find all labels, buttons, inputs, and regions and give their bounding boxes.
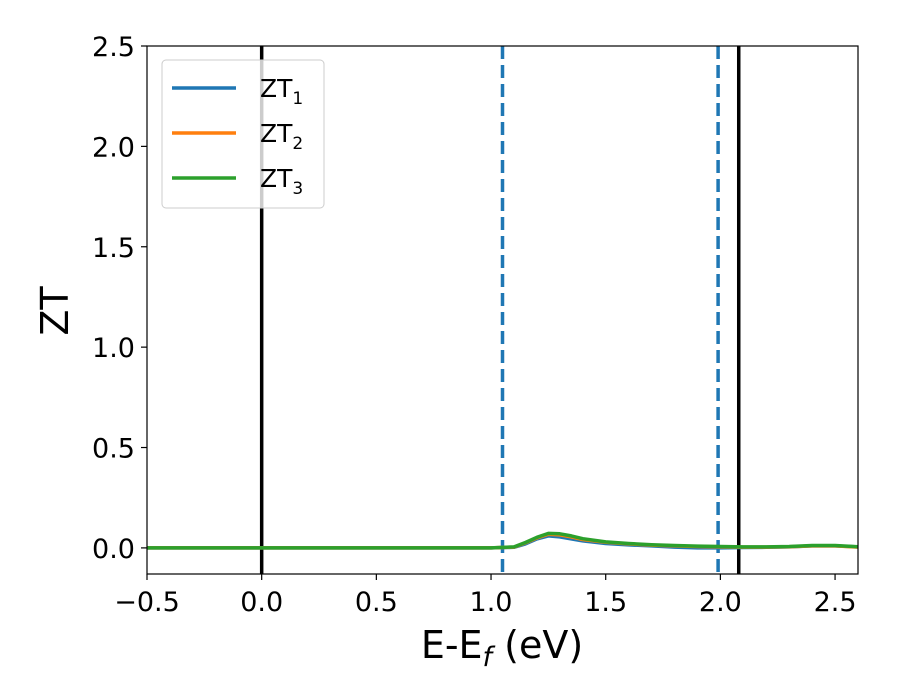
- x-axis-label: E-Ef (eV): [421, 623, 583, 673]
- y-axis: 0.0 0.5 1.0 1.5 2.0 2.5: [92, 32, 147, 565]
- x-tick-label: 2.5: [814, 587, 857, 618]
- legend-label-zt1: ZT1: [260, 74, 303, 109]
- y-tick-label: 0.0: [92, 534, 135, 565]
- y-tick-label: 1.0: [92, 333, 135, 364]
- plot-frame: [146, 45, 859, 575]
- legend-label-zt3: ZT3: [260, 164, 303, 199]
- series-line-zt3: [147, 531, 859, 550]
- legend: ZT1 ZT2 ZT3: [161, 59, 325, 209]
- x-tick-label: 0.5: [355, 587, 398, 618]
- y-tick-label: 2.0: [92, 132, 135, 163]
- x-axis: −0.5 0.0 0.5 1.0 1.5 2.0 2.5: [114, 574, 857, 618]
- x-tick-label: 0.0: [240, 587, 283, 618]
- x-tick-label: 2.0: [699, 587, 742, 618]
- y-tick-label: 1.5: [92, 233, 135, 264]
- x-tick-label: 1.5: [584, 587, 627, 618]
- legend-box: [161, 59, 325, 209]
- y-tick-label: 2.5: [92, 32, 135, 63]
- series-lines: [147, 531, 859, 550]
- y-tick-label: 0.5: [92, 434, 135, 465]
- x-tick-label: −0.5: [114, 587, 180, 618]
- legend-label-zt2: ZT2: [260, 119, 303, 154]
- x-tick-label: 1.0: [470, 587, 513, 618]
- y-axis-label: ZT: [33, 286, 77, 336]
